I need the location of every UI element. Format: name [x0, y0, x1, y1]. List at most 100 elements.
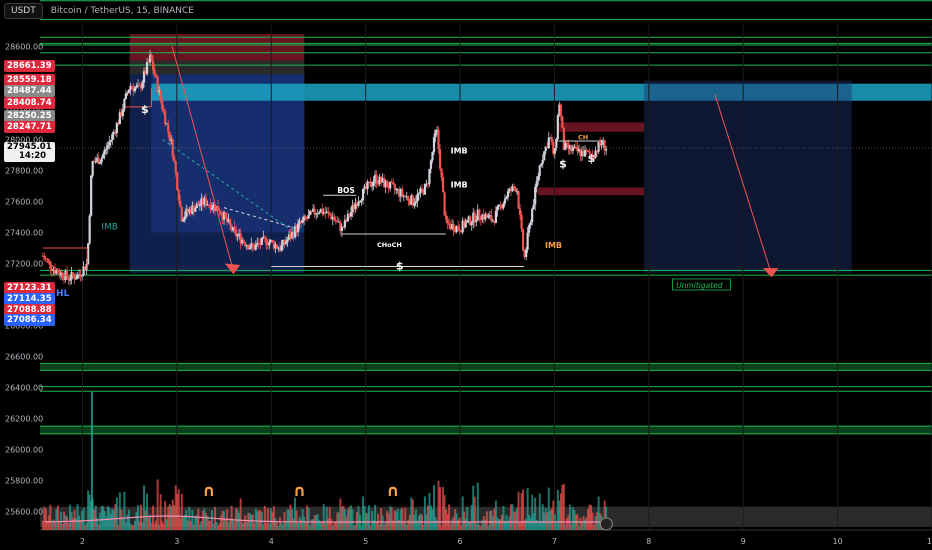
candle-body [260, 237, 263, 245]
candle-body [497, 204, 501, 207]
symbol-button[interactable]: USDT [4, 3, 43, 19]
candle-body [549, 137, 552, 139]
candle-body [339, 221, 342, 232]
candle-body [603, 140, 606, 151]
x-tick-label: 5 [363, 537, 368, 546]
candle-body [265, 238, 268, 245]
volume-bar [457, 519, 460, 530]
lightning-icon[interactable] [599, 517, 613, 531]
volume-bar [534, 497, 537, 530]
candle-body [576, 146, 579, 152]
y-tick-label: 25600.00 [5, 507, 43, 516]
volume-bar [147, 517, 150, 530]
candle-body [467, 216, 470, 221]
projection-arrowhead [762, 268, 779, 278]
volume-bar [85, 522, 88, 530]
volume-bar [440, 525, 443, 530]
candle-body [254, 244, 257, 250]
candle-body [434, 129, 437, 138]
candle-body [567, 143, 570, 149]
volume-bar [78, 515, 81, 530]
volume-bar [514, 511, 517, 530]
candle-body [277, 247, 280, 249]
candle-body [330, 215, 333, 220]
x-tick-label: 7 [552, 537, 557, 546]
candle-body [284, 242, 288, 245]
volume-bar [378, 524, 381, 530]
candle-body [97, 157, 100, 164]
candle-body [44, 258, 47, 260]
candle-body [482, 214, 485, 220]
candle-body [221, 214, 224, 220]
volume-bar [516, 508, 519, 530]
volume-bar [597, 496, 600, 530]
volume-bar [250, 514, 253, 530]
volume-bar [476, 482, 479, 530]
volume-bar [67, 523, 70, 530]
volume-bar [405, 524, 408, 530]
volume-bar [540, 520, 543, 530]
volume-bar [206, 516, 209, 530]
volume-bar [469, 522, 472, 530]
volume-bar [513, 512, 516, 530]
candle-body [290, 232, 294, 239]
candle-body [204, 197, 208, 206]
candle-body [292, 232, 295, 238]
candle-body [528, 225, 531, 233]
volume-bar [275, 522, 278, 530]
candle-body [182, 219, 185, 222]
candle-body [396, 189, 399, 191]
candle-body [487, 215, 490, 218]
imb-label-4: IMB [545, 241, 562, 250]
candle-body [565, 142, 568, 144]
candle-body [375, 174, 378, 184]
candle-body [41, 255, 44, 257]
volume-bar [355, 512, 358, 530]
volume-bar [207, 520, 210, 530]
candle-body [316, 212, 319, 214]
candle-body [275, 244, 279, 249]
volume-bar [283, 511, 286, 530]
candle-body [380, 176, 383, 183]
volume-bar [494, 500, 497, 530]
volume-bar [318, 520, 321, 530]
volume-bar [210, 510, 213, 530]
volume-bar [88, 494, 91, 530]
candle-body [532, 204, 535, 210]
candle-body [472, 212, 475, 223]
volume-bar [109, 513, 112, 530]
volume-bar [189, 521, 192, 530]
volume-bar [162, 523, 165, 530]
volume-bar [115, 497, 118, 530]
volume-bar [343, 508, 346, 530]
volume-bar [297, 523, 300, 530]
candle-body [526, 232, 529, 250]
candle-body [432, 137, 436, 152]
volume-bar [120, 509, 123, 530]
candle-body [218, 210, 221, 213]
volume-bar [357, 506, 360, 530]
volume-bar [491, 516, 494, 530]
y-tick-label: 27800.00 [5, 166, 43, 175]
volume-bar [203, 508, 206, 530]
candle-body [307, 214, 310, 219]
y-tick-label: 25800.00 [5, 476, 43, 485]
candle-body [377, 183, 380, 185]
volume-bar [577, 525, 580, 530]
candle-body [343, 219, 346, 228]
candle-body [139, 85, 143, 89]
dollar-sign-2: $ [559, 157, 567, 170]
candle-body [444, 215, 448, 220]
candle-body [428, 168, 431, 185]
candle-body [259, 243, 262, 245]
volume-bar [262, 524, 265, 530]
volume-bar [153, 524, 156, 530]
volume-ma-line [44, 515, 602, 523]
candle-body [52, 269, 55, 271]
candle-body [188, 209, 191, 213]
candle-body [318, 212, 321, 214]
candle-body [546, 146, 549, 149]
volume-bar [458, 517, 461, 530]
volume-bar [337, 512, 340, 530]
